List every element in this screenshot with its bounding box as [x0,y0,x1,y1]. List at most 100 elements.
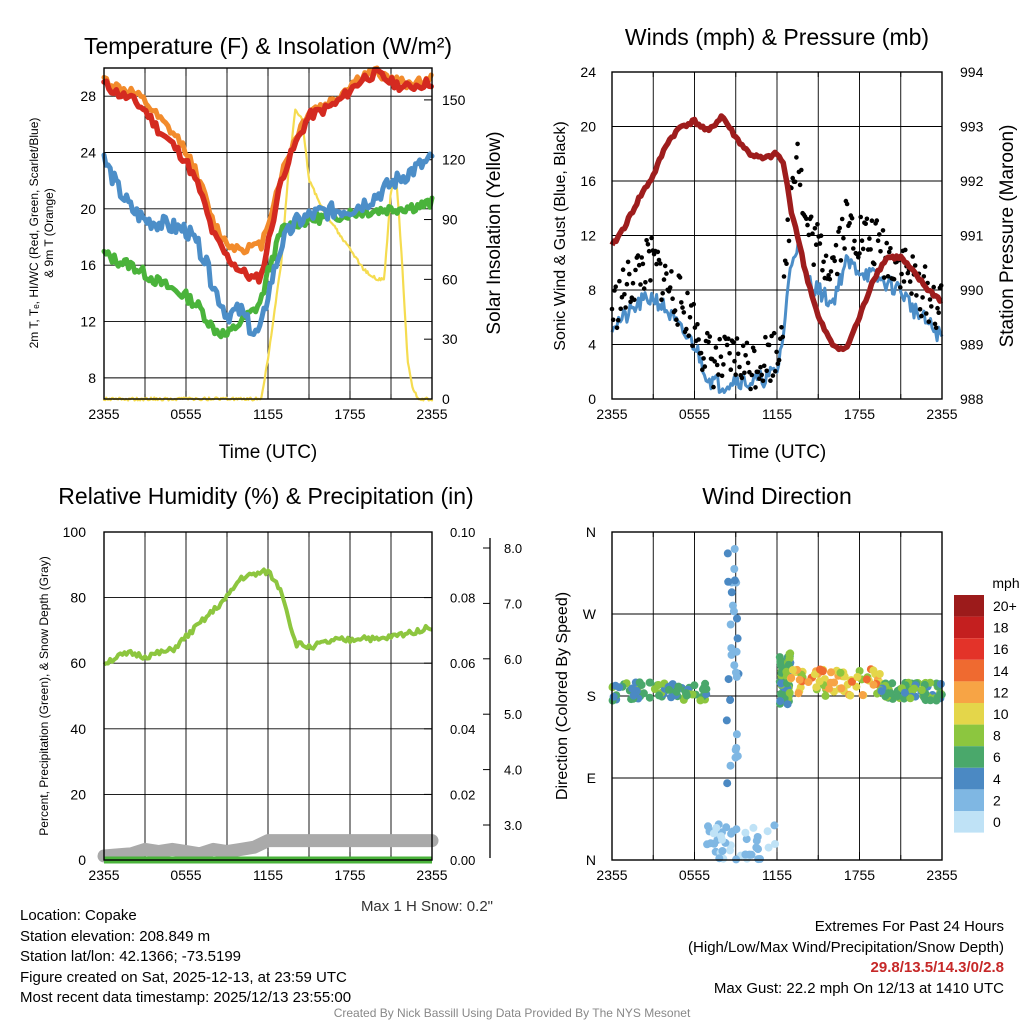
winds-ylabel-right: Station Pressure (Maroon) [997,125,1018,348]
snow-axis-label: 3.0 [504,818,522,833]
wdir-point [726,620,735,629]
winds-gust-point [885,274,891,279]
wdir-point [825,684,834,693]
wdir-point [696,696,705,705]
wdir-point [815,677,824,686]
winds-gust-point [926,319,932,325]
winds-ytick-right-label: 992 [960,173,984,189]
winds-gust-point [735,351,741,357]
extremes-info: Extremes For Past 24 Hours (High/Low/Max… [544,917,1004,999]
wdir-point [712,824,721,832]
wdir-legend-swatch [954,811,984,833]
temp-ytick-label: 20 [80,201,96,217]
winds-gust-point [936,310,941,316]
winds-gust-point [837,225,842,231]
temp-series-dew-point [101,195,435,340]
winds-gust-point [810,231,815,236]
rh-ytick-right-label: 0.10 [450,525,475,540]
winds-gust-point [864,216,870,222]
wdir-point [730,661,739,670]
winds-gust-point [880,228,886,233]
winds-gust-point [775,361,781,367]
winds-gust-point [790,175,795,181]
temp-xtick-label: 2355 [88,406,119,422]
winds-gust-point [719,373,725,379]
wdir-legend-title: mph [992,575,1019,591]
winds-gust-point [811,262,816,268]
info-elevation: Station elevation: 208.849 m [20,927,211,945]
wdir-legend-label: 2 [993,792,1001,808]
wdir-point [731,668,740,677]
rh-ytick-label: 20 [70,786,86,802]
winds-gust-point [758,364,763,370]
wdir-point [875,670,884,678]
temp-ytick-right-label: 120 [442,152,466,168]
winds-gust-point [764,368,769,374]
winds-gust-point [753,385,758,390]
snow-axis-label: 8.0 [504,541,522,556]
wdir-point [783,700,792,709]
temp-xtick-label: 2355 [416,406,447,422]
snow-axis-label: 5.0 [504,707,522,722]
winds-gust-point [644,238,649,243]
temp-ytick-right-label: 90 [442,212,458,228]
winds-gust-point [761,363,767,369]
winds-gust-point [670,296,675,302]
winds-gust-point [869,218,875,223]
wdir-point [906,694,915,703]
winds-gust-point [891,276,897,282]
wdir-legend-swatch [954,767,984,790]
rh-ytick-label: 60 [70,655,86,671]
wdir-ytick-label: S [587,688,596,704]
wdir-legend-swatch [954,638,984,660]
wdir-point [886,689,895,698]
winds-gust-point [614,325,620,331]
winds-gust-point [685,290,690,296]
rh-chart-title: Relative Humidity (%) & Precipitation (i… [58,483,473,509]
winds-frame [611,71,943,400]
rh-ytick-label: 80 [70,590,86,606]
winds-gust-point [681,310,687,315]
winds-gust-point [617,278,622,284]
wdir-xtick-label: 0555 [679,867,710,883]
winds-gust-point [733,372,738,378]
winds-gust-point [695,322,700,327]
winds-gust-point [851,246,856,251]
winds-gust-point [815,222,820,227]
wdir-point [846,691,855,700]
winds-xtick-label: 0555 [679,406,710,422]
wdir-point [869,680,878,689]
winds-gust-point [737,364,742,370]
wdir-legend-swatch [954,703,984,725]
wdir-point [609,692,618,701]
winds-gust-point [842,246,847,251]
winds-gust-point [799,167,804,173]
wdir-point [910,684,919,693]
winds-gust-point [805,222,810,228]
wdir-point [717,832,726,841]
winds-gust-point [661,277,667,282]
winds-gust-point [721,362,726,367]
wdir-point [637,681,646,689]
rh-ytick-label: 100 [63,524,87,540]
winds-gust-point [875,238,881,243]
wdir-point [787,673,796,682]
winds-gust-point [834,271,840,277]
wdir-point [724,675,733,684]
winds-gust-point [649,235,654,241]
wdir-point [826,678,835,687]
winds-gust-point [770,373,776,378]
winds-gust-point [914,293,919,298]
winds-gust-point [624,281,630,287]
winds-gust-point [700,367,705,373]
wdir-legend-swatch [954,659,984,682]
wdir-point [853,673,862,681]
wdir-legend-label: 4 [993,771,1001,787]
winds-gust-point [818,233,824,238]
winds-gust-point [630,280,636,286]
winds-gust-point [794,155,799,160]
wdir-point [698,685,707,694]
winds-gust-point [878,249,883,254]
wdir-legend-label: 8 [993,728,1001,744]
winds-ytick-right-label: 988 [960,391,984,407]
